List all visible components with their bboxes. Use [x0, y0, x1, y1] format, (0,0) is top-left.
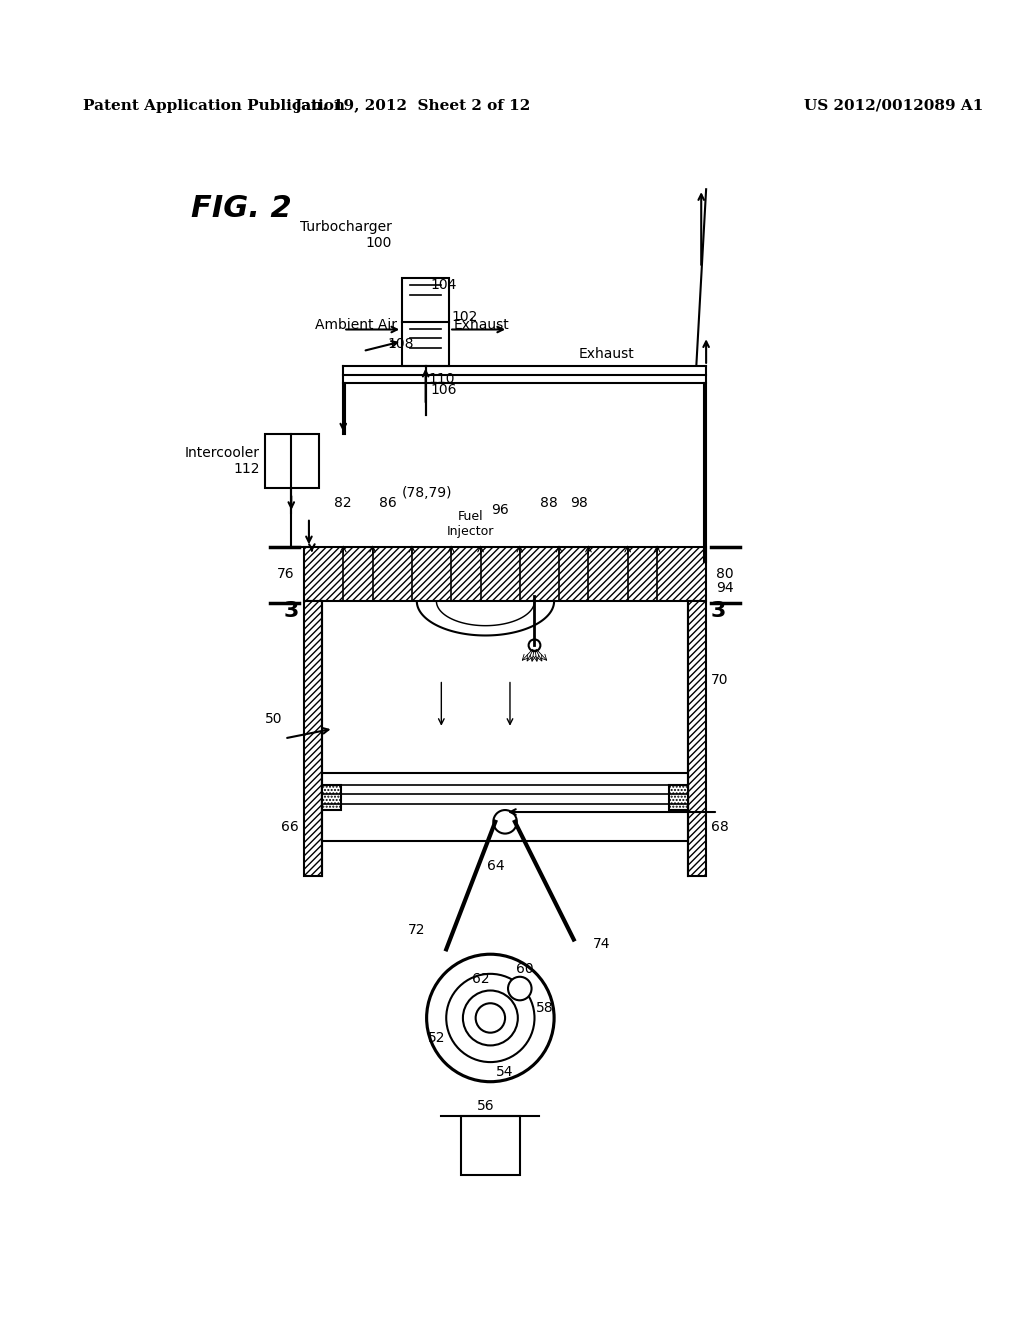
Text: 88: 88 [541, 496, 558, 510]
Circle shape [528, 639, 541, 651]
Text: 70: 70 [711, 673, 728, 686]
Text: 102: 102 [452, 310, 477, 323]
Bar [304, 601, 322, 875]
Text: 68: 68 [711, 820, 729, 834]
Circle shape [508, 977, 531, 1001]
Text: 94: 94 [716, 581, 733, 595]
Text: Patent Application Publication: Patent Application Publication [83, 99, 345, 114]
Text: 56: 56 [476, 1100, 495, 1113]
Text: 86: 86 [379, 496, 396, 510]
Text: Jan. 19, 2012  Sheet 2 of 12: Jan. 19, 2012 Sheet 2 of 12 [294, 99, 530, 114]
Text: 110: 110 [428, 371, 455, 385]
Bar [461, 1115, 520, 1175]
Text: Ambient Air: Ambient Air [315, 318, 397, 331]
Bar [265, 434, 318, 488]
Bar [669, 784, 688, 810]
Text: 82: 82 [335, 496, 352, 510]
Text: 98: 98 [569, 496, 588, 510]
Bar [688, 601, 707, 875]
Text: Exhaust: Exhaust [579, 347, 635, 360]
Text: 66: 66 [282, 820, 299, 834]
Text: 58: 58 [536, 1001, 553, 1015]
Text: Intercooler
112: Intercooler 112 [185, 446, 260, 477]
Text: 52: 52 [428, 1031, 445, 1044]
Text: 64: 64 [487, 859, 505, 873]
Bar [402, 277, 450, 366]
Circle shape [427, 954, 554, 1081]
Bar [322, 772, 688, 841]
Text: Turbocharger
100: Turbocharger 100 [300, 220, 392, 249]
Text: 104: 104 [430, 279, 457, 292]
Text: FIG. 2: FIG. 2 [191, 194, 292, 223]
Text: 108: 108 [387, 337, 414, 351]
Text: 54: 54 [497, 1065, 514, 1078]
Text: 96: 96 [492, 503, 509, 517]
Text: 50: 50 [265, 711, 283, 726]
Text: 106: 106 [430, 383, 457, 397]
Circle shape [494, 810, 517, 834]
Text: 72: 72 [408, 923, 426, 937]
Text: 3: 3 [284, 601, 299, 620]
Text: 74: 74 [593, 937, 611, 952]
Text: Exhaust: Exhaust [454, 318, 510, 331]
Text: 3: 3 [711, 601, 726, 620]
Text: US 2012/0012089 A1: US 2012/0012089 A1 [804, 99, 984, 114]
Text: Fuel
Injector: Fuel Injector [447, 510, 495, 539]
Text: (78,79): (78,79) [401, 486, 452, 500]
Text: 60: 60 [516, 962, 534, 975]
Text: 62: 62 [472, 972, 489, 986]
Text: 76: 76 [276, 566, 294, 581]
Bar [322, 784, 341, 810]
Text: 80: 80 [716, 566, 733, 581]
Bar [304, 548, 707, 601]
